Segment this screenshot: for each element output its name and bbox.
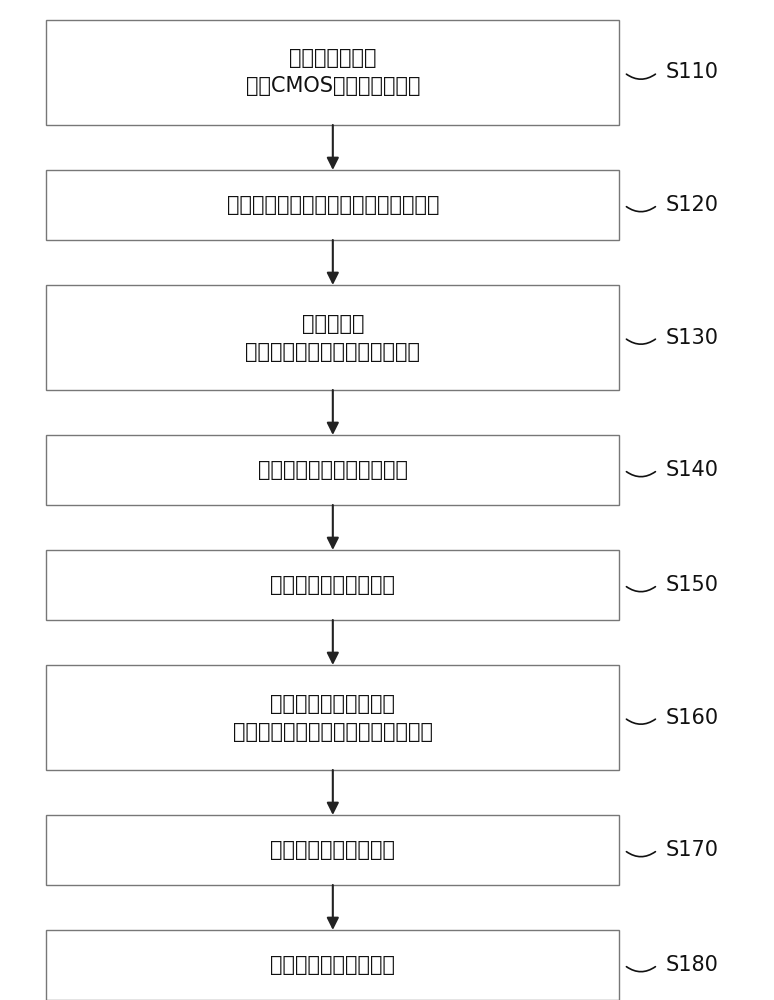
Text: 艺制造的半成品: 艺制造的半成品 bbox=[289, 48, 377, 68]
Bar bbox=[46, 665, 619, 770]
Bar bbox=[46, 930, 619, 1000]
Text: 在位于第二区域的金属导电层上: 在位于第二区域的金属导电层上 bbox=[245, 342, 420, 361]
Text: S140: S140 bbox=[666, 460, 718, 480]
Text: S180: S180 bbox=[666, 955, 718, 975]
Text: S170: S170 bbox=[666, 840, 718, 860]
Text: S110: S110 bbox=[666, 62, 718, 83]
Bar bbox=[46, 285, 619, 390]
Text: 提供CMOS标准集成电路工: 提供CMOS标准集成电路工 bbox=[245, 77, 420, 97]
Text: S130: S130 bbox=[666, 328, 718, 348]
Text: 在附加膜上形成牺牲层: 在附加膜上形成牺牲层 bbox=[270, 575, 396, 595]
Text: S150: S150 bbox=[666, 575, 718, 595]
Bar bbox=[46, 170, 619, 240]
Text: 在振动膜上形成腐蚀孔: 在振动膜上形成腐蚀孔 bbox=[270, 694, 396, 714]
Bar bbox=[46, 20, 619, 125]
Text: 在牺牲层上形成可导电的振动膜，并: 在牺牲层上形成可导电的振动膜，并 bbox=[233, 722, 433, 742]
Text: S160: S160 bbox=[666, 708, 719, 728]
Text: 在附加膜内部形成接触通孔: 在附加膜内部形成接触通孔 bbox=[258, 460, 408, 480]
Text: S120: S120 bbox=[666, 195, 718, 215]
Bar bbox=[46, 815, 619, 885]
Text: 将位于第二区域的金属导电层暴露出来: 将位于第二区域的金属导电层暴露出来 bbox=[227, 195, 439, 215]
Text: 通过腐蚀孔去除牺牲层: 通过腐蚀孔去除牺牲层 bbox=[270, 840, 396, 860]
Bar bbox=[46, 550, 619, 620]
Text: 覆盖附加膜: 覆盖附加膜 bbox=[302, 314, 364, 334]
Bar bbox=[46, 435, 619, 505]
Text: 在振动膜上覆盖保护膜: 在振动膜上覆盖保护膜 bbox=[270, 955, 396, 975]
